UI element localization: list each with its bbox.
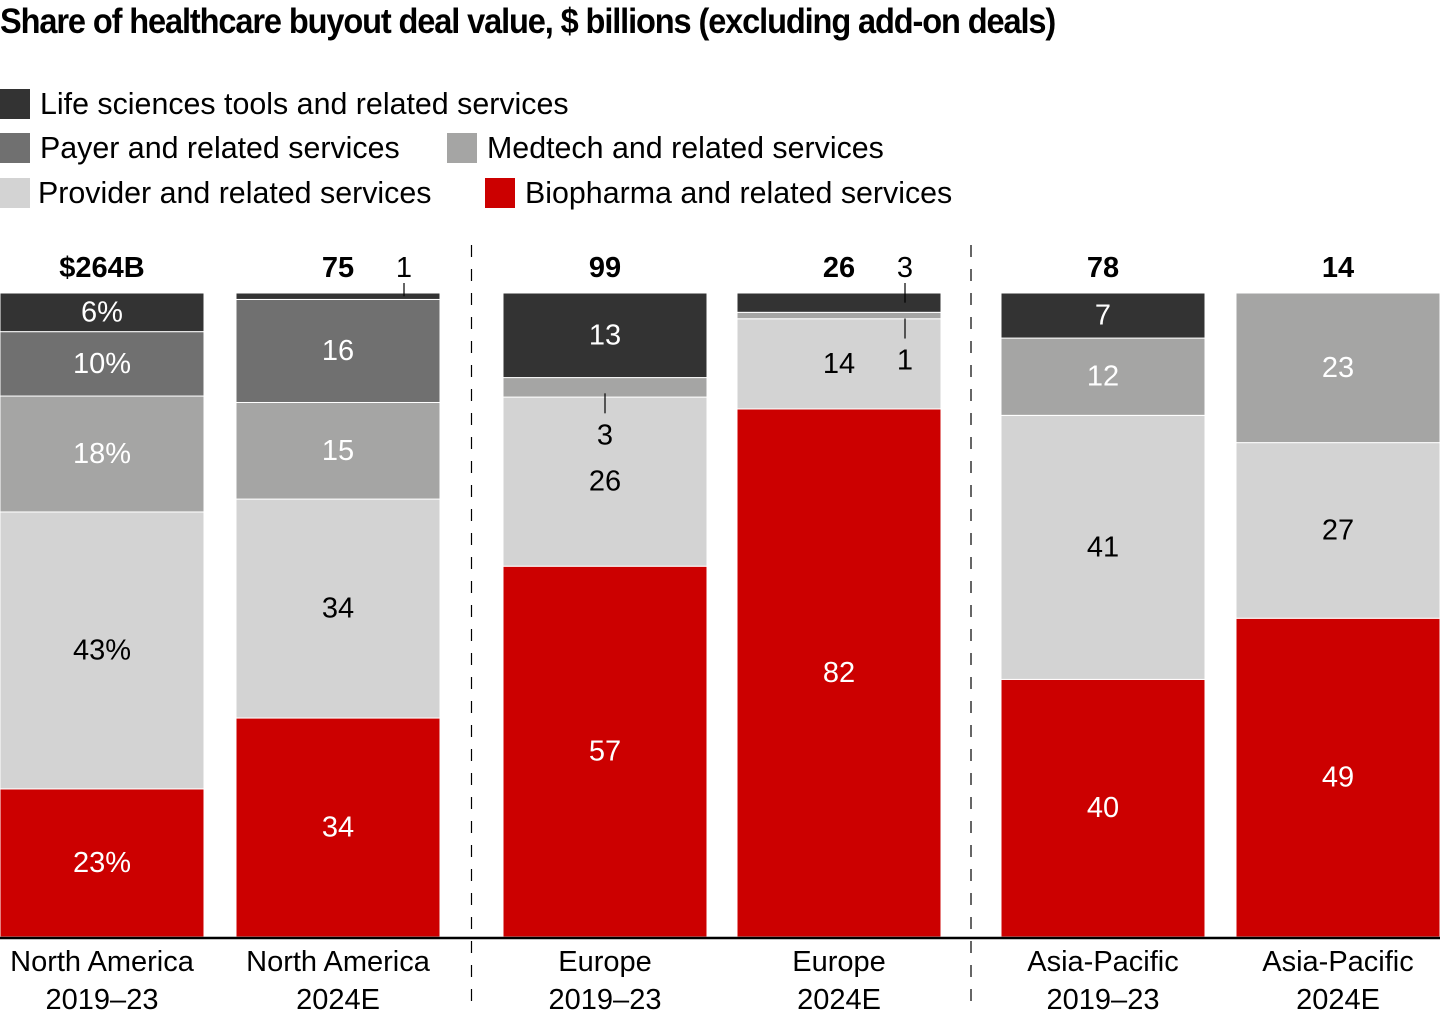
data-label: 14 bbox=[823, 348, 855, 380]
callout-label: 1 bbox=[396, 252, 412, 284]
legend-swatch-payer bbox=[0, 133, 30, 163]
legend-label: Biopharma and related services bbox=[525, 175, 953, 210]
data-label: 15 bbox=[322, 435, 354, 467]
callout-label: 1 bbox=[897, 345, 913, 377]
legend-item-payer: Payer and related services bbox=[0, 130, 407, 166]
category-label: Asia-Pacific bbox=[1262, 946, 1414, 978]
legend-swatch-medtech bbox=[447, 133, 477, 163]
category-label: 2024E bbox=[797, 984, 881, 1013]
data-label: 34 bbox=[322, 593, 354, 625]
bar-segment bbox=[1235, 442, 1440, 619]
legend-item-biopharma: Biopharma and related services bbox=[485, 175, 961, 211]
bar-segment bbox=[1235, 292, 1440, 444]
data-label: 57 bbox=[589, 736, 621, 768]
data-label: 16 bbox=[322, 335, 354, 367]
legend-label: Provider and related services bbox=[38, 175, 432, 210]
category-label: North America bbox=[246, 946, 431, 978]
data-label: 40 bbox=[1087, 792, 1119, 824]
total-label: 99 bbox=[589, 252, 621, 284]
data-label: 82 bbox=[823, 657, 855, 689]
legend-label: Life sciences tools and related services bbox=[40, 86, 569, 121]
bar-segment bbox=[1000, 337, 1206, 416]
bar-segment bbox=[0, 511, 205, 790]
data-label: 27 bbox=[1322, 514, 1354, 546]
bar-segment bbox=[235, 292, 441, 300]
data-label: 12 bbox=[1087, 361, 1119, 393]
data-label: 6% bbox=[81, 296, 123, 328]
bar-segment bbox=[235, 498, 441, 719]
category-label: 2024E bbox=[296, 984, 380, 1013]
category-label: 2024E bbox=[1296, 984, 1380, 1013]
category-label: 2019–23 bbox=[46, 984, 159, 1013]
category-label: Europe bbox=[792, 946, 886, 978]
callout-label: 3 bbox=[897, 252, 913, 284]
bar-segment bbox=[235, 298, 441, 403]
bar-segment bbox=[502, 396, 708, 567]
category-label: Europe bbox=[558, 946, 652, 978]
data-label: 13 bbox=[589, 319, 621, 351]
chart-title: Share of healthcare buyout deal value, $… bbox=[0, 2, 1056, 41]
total-label: 14 bbox=[1322, 252, 1354, 284]
callout-label: 3 bbox=[597, 419, 613, 451]
data-label: 10% bbox=[73, 348, 131, 380]
legend-item-medtech: Medtech and related services bbox=[447, 130, 892, 166]
category-label: 2019–23 bbox=[549, 984, 662, 1013]
legend-label: Payer and related services bbox=[40, 130, 400, 165]
bar-segment bbox=[0, 788, 205, 938]
data-label: 41 bbox=[1087, 531, 1119, 563]
bar-segment bbox=[235, 717, 441, 938]
legend-swatch-biopharma bbox=[485, 178, 515, 208]
bar-segment bbox=[1000, 292, 1206, 339]
total-label: $264B bbox=[59, 252, 144, 284]
bar-segment bbox=[736, 318, 942, 410]
bar-segment bbox=[235, 401, 441, 500]
category-label: 2019–23 bbox=[1047, 984, 1160, 1013]
data-label: 34 bbox=[322, 812, 354, 844]
bar-segment bbox=[0, 292, 205, 333]
legend-item-provider: Provider and related services bbox=[0, 175, 439, 211]
bar-segment bbox=[1235, 617, 1440, 938]
bar-segment bbox=[1000, 678, 1206, 938]
data-label: 23 bbox=[1322, 352, 1354, 384]
legend-swatch-life-sciences bbox=[0, 89, 30, 119]
data-label: 23% bbox=[73, 847, 131, 879]
bar-segment bbox=[736, 311, 942, 320]
total-label: 78 bbox=[1087, 252, 1119, 284]
data-label: 43% bbox=[73, 634, 131, 666]
data-label: 26 bbox=[589, 466, 621, 498]
legend-label: Medtech and related services bbox=[487, 130, 884, 165]
bar-segment bbox=[0, 395, 205, 513]
legend-swatch-provider bbox=[0, 178, 30, 208]
bar-segment bbox=[502, 292, 708, 379]
data-label: 18% bbox=[73, 438, 131, 470]
category-label: Asia-Pacific bbox=[1027, 946, 1179, 978]
category-label: North America bbox=[10, 946, 195, 978]
total-label: 75 bbox=[322, 252, 354, 284]
legend-item-life-sciences: Life sciences tools and related services bbox=[0, 86, 579, 122]
bar-segment bbox=[0, 331, 205, 397]
bar-segment bbox=[736, 408, 942, 938]
data-label: 7 bbox=[1095, 300, 1111, 332]
data-label: 49 bbox=[1322, 762, 1354, 794]
bar-segment bbox=[736, 292, 942, 313]
total-label: 26 bbox=[823, 252, 855, 284]
